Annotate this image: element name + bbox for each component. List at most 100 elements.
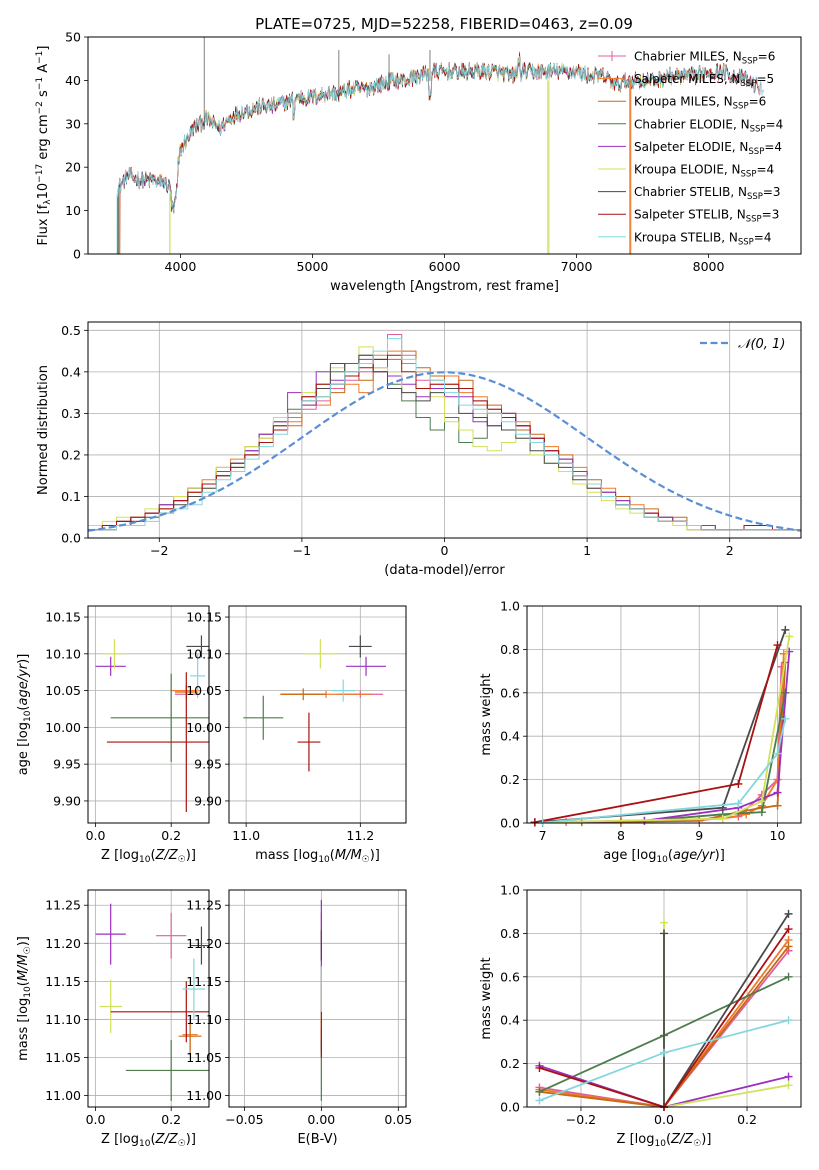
weight-marker: [660, 1048, 668, 1057]
legend-label: Salpeter ELODIE, NSSP=4: [634, 140, 782, 157]
y-tick-label: 11.20: [186, 936, 222, 951]
x-tick-label: 6000: [429, 259, 461, 274]
weight-marker: [784, 1072, 793, 1081]
legend-label: Chabrier STELIB, NSSP=3: [634, 185, 781, 202]
age-vs-Z-ylabel: age [log10(age/yr)]: [16, 654, 33, 776]
x-tick-label: 0.05: [384, 1112, 412, 1127]
y-tick-label: 10.15: [45, 610, 81, 625]
x-tick-label: 0.2: [161, 1112, 181, 1127]
weight-marker: [734, 799, 743, 808]
y-tick-label: 11.15: [186, 974, 222, 989]
x-tick-label: 7: [539, 828, 547, 843]
y-tick-label: 0.0: [61, 531, 81, 546]
y-tick-label: 10.10: [45, 646, 81, 661]
y-tick-label: 0.2: [500, 1056, 520, 1071]
y-tick-label: 11.20: [45, 936, 81, 951]
y-tick-label: 11.25: [45, 898, 81, 913]
mass_vs_ebv-frame: [228, 889, 407, 1108]
mass-vs-ebv-xlabel: E(B-V): [297, 1132, 337, 1147]
weight-marker: [773, 641, 782, 650]
x-tick-label: 10: [770, 828, 786, 843]
x-tick-label: −2: [150, 543, 168, 558]
legend-label: Chabrier MILES, NSSP=6: [634, 50, 775, 67]
y-tick-label: 1.0: [500, 599, 520, 614]
x-tick-label: 0.2: [161, 828, 181, 843]
y-tick-label: 10.15: [186, 610, 222, 625]
weight-line: [542, 718, 787, 823]
y-tick-label: 40: [65, 73, 81, 88]
weight-line: [539, 950, 790, 1107]
x-tick-label: 0.0: [654, 1112, 674, 1127]
weight-line: [539, 928, 790, 1107]
y-tick-label: 11.15: [45, 974, 81, 989]
legend-label: Salpeter MILES, NSSP=5: [634, 72, 774, 89]
x-tick-label: 0: [441, 543, 449, 558]
x-tick-label: 5000: [297, 259, 329, 274]
histogram-series: [88, 354, 801, 538]
x-tick-label: 1: [583, 543, 591, 558]
spectrum-legend: Chabrier MILES, NSSP=6 Salpeter MILES, NS…: [598, 50, 783, 247]
y-tick-label: 0.0: [500, 1100, 520, 1115]
y-tick-label: 11.10: [186, 1012, 222, 1027]
spectrum-axes: 4000 5000 6000 7000 8000 0 10 20 30 40 50: [65, 30, 724, 275]
legend-label: Kroupa ELODIE, NSSP=4: [634, 163, 774, 180]
weight-marker: [785, 632, 794, 641]
y-tick-label: 20: [65, 160, 81, 175]
y-tick-label: 10.05: [45, 683, 81, 698]
y-tick-label: 10: [65, 203, 81, 218]
x-tick-label: 4000: [165, 259, 197, 274]
x-tick-label: 0.0: [86, 1112, 106, 1127]
weight-marker: [773, 749, 782, 758]
mass_weight_vs_age-frame: [526, 605, 802, 824]
weight-marker: [781, 714, 790, 723]
weight-marker: [535, 1087, 544, 1096]
weight-marker: [773, 788, 782, 797]
legend-label: Chabrier ELODIE, NSSP=4: [634, 117, 783, 134]
weight-line: [542, 636, 791, 823]
y-tick-label: 11.05: [186, 1050, 222, 1065]
weight-line: [663, 913, 790, 1107]
weight-marker: [535, 1063, 544, 1072]
y-tick-label: 9.90: [53, 793, 81, 808]
weight-marker: [757, 797, 766, 806]
x-tick-label: −1: [293, 543, 311, 558]
spectrum-xlabel: wavelength [Angstrom, rest frame]: [330, 279, 559, 294]
legend-label: 𝒩(0, 1): [738, 337, 785, 352]
x-tick-label: 7000: [561, 259, 593, 274]
y-tick-label: 0.1: [61, 489, 81, 504]
y-tick-label: 11.00: [186, 1088, 222, 1103]
weight-marker: [784, 942, 793, 951]
y-tick-label: 11.25: [186, 898, 222, 913]
mw-age-xlabel: age [log10(age/yr)]: [603, 848, 725, 865]
y-tick-label: 0.4: [61, 364, 81, 379]
age_vs_mass-frame: [228, 605, 407, 824]
x-tick-label: −0.05: [225, 1112, 263, 1127]
y-tick-label: 11.05: [45, 1050, 81, 1065]
x-tick-label: −0.2: [566, 1112, 596, 1127]
y-tick-label: 10.00: [45, 720, 81, 735]
weight-marker: [530, 818, 539, 827]
weight-marker: [784, 1016, 793, 1025]
residuals-xlabel: (data-model)/error: [384, 563, 505, 578]
x-tick-label: 9: [695, 828, 703, 843]
weight-marker: [773, 801, 782, 810]
y-tick-label: 9.95: [53, 757, 81, 772]
legend-label: Salpeter STELIB, NSSP=3: [634, 208, 779, 225]
mass_vs_Z-frame: [87, 889, 210, 1108]
y-tick-label: 0.4: [500, 1013, 520, 1028]
weight-line: [539, 1064, 789, 1107]
y-tick-label: 50: [65, 30, 81, 45]
age-vs-Z-xlabel: Z [log10(Z/Z☉)]: [101, 848, 196, 865]
y-tick-label: 10.00: [186, 720, 222, 735]
x-tick-label: 0.0: [86, 828, 106, 843]
y-tick-label: 0.6: [500, 685, 520, 700]
weight-marker: [784, 1081, 793, 1090]
x-tick-label: 11.0: [232, 828, 260, 843]
y-tick-label: 0.0: [500, 816, 520, 831]
y-tick-label: 0.3: [61, 406, 81, 421]
weight-marker: [660, 929, 668, 938]
x-tick-label: 2: [726, 543, 734, 558]
weight-marker: [535, 1096, 544, 1105]
weight-marker: [781, 625, 790, 634]
weight-marker: [757, 808, 766, 817]
